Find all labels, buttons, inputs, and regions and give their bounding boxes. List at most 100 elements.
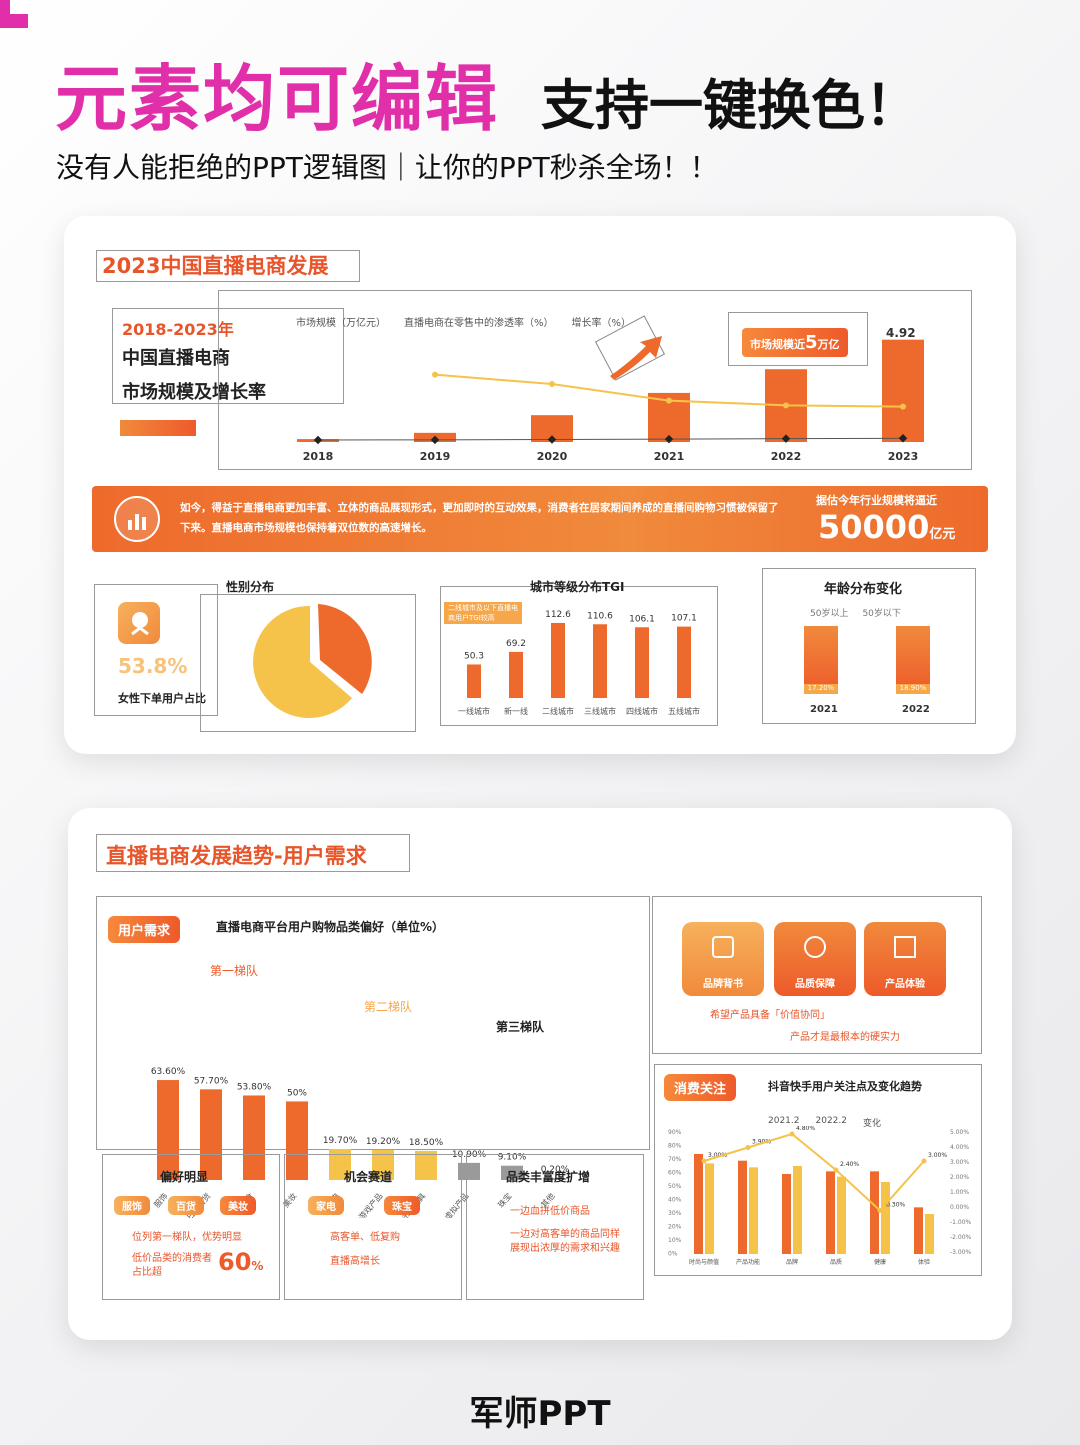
trend-change-point[interactable] [921, 1158, 927, 1164]
trend-bar-2022[interactable] [793, 1166, 802, 1254]
consume-title[interactable]: 抖音快手用户关注点及变化趋势 [768, 1080, 922, 1093]
pref-bar[interactable] [372, 1149, 394, 1180]
callout-badge[interactable]: 市场规模近5万亿 [742, 328, 848, 357]
trend-bar-2021[interactable] [870, 1171, 879, 1254]
age-bar-2022[interactable] [896, 626, 930, 694]
pref-bar[interactable] [501, 1165, 523, 1180]
chance-note2[interactable]: 直播高增长 [330, 1256, 380, 1267]
trend-bar-2022[interactable] [881, 1182, 890, 1254]
pref-bar[interactable] [415, 1150, 437, 1180]
banner-text[interactable]: 如今，得益于直播电商更加丰富、立体的商品展现形式，更加即时的互动效果，消费者在居… [180, 502, 779, 534]
quality-card[interactable]: 品质保障 [774, 922, 856, 996]
slide-preview-1[interactable]: 2023中国直播电商发展 2018-2023年 中国直播电商 市场规模及增长率 … [64, 216, 1016, 754]
rich-note2[interactable]: 一边对高客单的商品同样展现出浓厚的需求和兴趣 [510, 1229, 620, 1254]
pref-bar[interactable] [157, 1080, 179, 1180]
trend-bar-2022[interactable] [837, 1176, 846, 1254]
slide1-title[interactable]: 2023中国直播电商发展 [102, 254, 329, 278]
pref-section-frame[interactable] [96, 896, 650, 1150]
city-tgi-chart[interactable]: 50.3 一线城市 69.2 新一线 112.6 二线城市 110.6 三线城市 106.1 四线… [440, 586, 740, 726]
age-frame[interactable] [762, 568, 976, 724]
city-tgi-frame[interactable] [440, 586, 718, 726]
trend-change-point[interactable] [877, 1208, 883, 1213]
card-prefer-title[interactable]: 偏好明显 [160, 1170, 209, 1184]
growth-point[interactable] [549, 381, 555, 387]
card-chance-frame[interactable] [284, 1154, 462, 1300]
tier2-label[interactable]: 第二梯队 [364, 1000, 413, 1014]
callout-frame[interactable] [728, 312, 868, 366]
pref-bar[interactable] [458, 1162, 480, 1180]
female-label[interactable]: 女性下单用户占比 [118, 692, 206, 705]
summary-banner[interactable]: 如今，得益于直播电商更加丰富、立体的商品展现形式，更加即时的互动效果，消费者在居… [92, 486, 988, 552]
trend-bar-2021[interactable] [738, 1160, 747, 1254]
city-bar[interactable] [635, 627, 649, 698]
pref-title[interactable]: 直播电商平台用户购物品类偏好（单位%） [216, 920, 445, 934]
experience-card[interactable]: 产品体验 [864, 922, 946, 996]
pill-goods[interactable]: 百货 [168, 1196, 204, 1215]
age-title[interactable]: 年龄分布变化 [824, 582, 903, 597]
trend-change-point[interactable] [701, 1158, 707, 1164]
title2-selection-box[interactable] [96, 834, 410, 872]
banner-right-value[interactable]: 50000亿元 [818, 508, 955, 546]
age-bar-2021[interactable] [804, 626, 838, 694]
pref-bar[interactable] [286, 1101, 308, 1180]
user-need-tag[interactable]: 用户需求 [108, 916, 181, 943]
card-prefer-frame[interactable] [102, 1154, 280, 1300]
need-note2[interactable]: 产品才是最根本的硬实力 [790, 1032, 900, 1043]
pref-bar[interactable] [329, 1149, 351, 1180]
city-bar[interactable] [551, 622, 565, 698]
trend-change-line[interactable] [703, 1132, 925, 1212]
pref-pct[interactable]: 60% [218, 1248, 263, 1276]
pref-bar[interactable] [544, 1178, 566, 1180]
pref-note2[interactable]: 低价品类的消费者占比超 [132, 1253, 212, 1278]
growth-point[interactable] [783, 402, 789, 409]
consume-trend-chart[interactable]: 90%80%70%60%50%40%30%20%10%0%5.00%4.00%3… [654, 1126, 982, 1286]
gender-pie-chart[interactable] [250, 600, 380, 730]
pref-note1[interactable]: 位列第一梯队，优势明显 [132, 1232, 242, 1243]
intro-selection-box[interactable] [112, 308, 344, 404]
city-bar[interactable] [467, 664, 481, 698]
city-bar[interactable] [509, 651, 523, 698]
trend-bar-2022[interactable] [749, 1167, 758, 1254]
slide-preview-2[interactable]: 直播电商发展趋势-用户需求 用户需求 直播电商平台用户购物品类偏好（单位%） 第… [68, 808, 1012, 1340]
growth-point[interactable] [432, 371, 438, 378]
pill-clothes[interactable]: 服饰 [114, 1196, 150, 1215]
trend-change-point[interactable] [745, 1145, 751, 1150]
trend-bar-2022[interactable] [925, 1214, 934, 1254]
slide2-title[interactable]: 直播电商发展趋势-用户需求 [106, 844, 367, 868]
pill-beauty[interactable]: 美妆 [220, 1196, 256, 1215]
main-chart-frame[interactable] [218, 290, 972, 470]
gender-pie-frame[interactable] [200, 594, 416, 732]
growth-point[interactable] [900, 403, 906, 410]
tier1-label[interactable]: 第一梯队 [210, 964, 259, 978]
rich-note1[interactable]: 一边血拼低价商品 [510, 1206, 590, 1217]
tier3-label[interactable]: 第三梯队 [496, 1020, 545, 1034]
consume-tag[interactable]: 消费关注 [664, 1074, 737, 1101]
intro-year[interactable]: 2018-2023年 [122, 320, 234, 339]
card-rich-frame[interactable] [466, 1154, 644, 1300]
growth-point[interactable] [666, 397, 672, 404]
title-selection-box[interactable] [96, 250, 360, 282]
pref-bar[interactable] [243, 1095, 265, 1180]
penetration-line[interactable] [317, 437, 904, 441]
gender-title[interactable]: 性别分布 [226, 580, 275, 594]
trend-bar-2022[interactable] [705, 1163, 714, 1254]
trend-bar-2021[interactable] [694, 1154, 703, 1254]
city-bar[interactable] [677, 626, 691, 698]
market-bar[interactable] [882, 339, 924, 442]
trend-bar-2021[interactable] [826, 1171, 835, 1254]
penetration-point[interactable] [430, 435, 440, 445]
chance-note1[interactable]: 高客单、低复购 [330, 1232, 400, 1243]
trend-bar-2021[interactable] [782, 1174, 791, 1254]
intro-line1[interactable]: 中国直播电商 [122, 348, 230, 369]
card-rich-title[interactable]: 品类丰富度扩增 [506, 1170, 591, 1184]
pill-jewelry[interactable]: 珠宝 [384, 1196, 420, 1215]
card-chance-title[interactable]: 机会赛道 [344, 1170, 393, 1184]
penetration-point[interactable] [313, 435, 323, 445]
intro-line2[interactable]: 市场规模及增长率 [122, 382, 266, 403]
market-size-chart[interactable]: 2018 2019 2020 2021 2022 2023 [64, 216, 1016, 476]
needs-frame[interactable] [652, 896, 982, 1054]
female-share-frame[interactable] [94, 584, 218, 716]
brand-card[interactable]: 品牌背书 [682, 922, 764, 996]
city-note[interactable]: 二线城市及以下直播电商用户TGI较高 [444, 602, 522, 624]
pill-appliance[interactable]: 家电 [308, 1196, 344, 1215]
